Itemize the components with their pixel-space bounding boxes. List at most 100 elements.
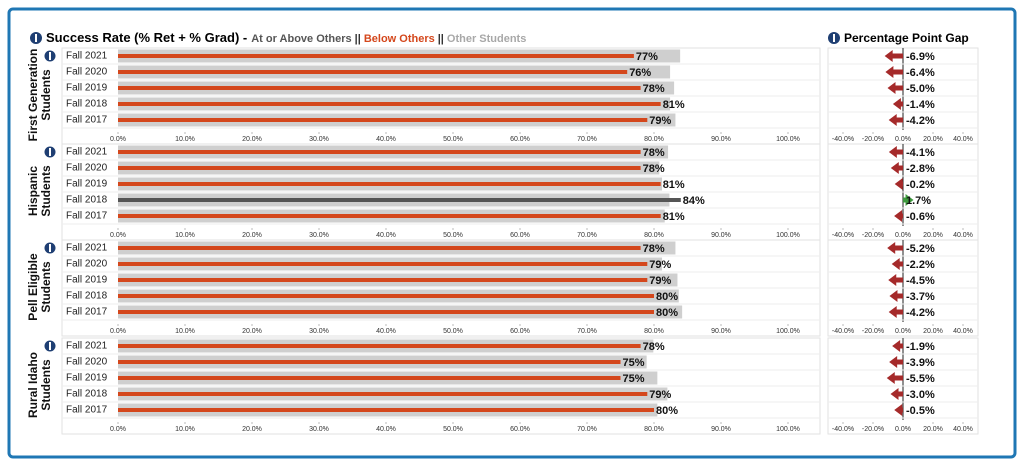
x-tick-label: 40.0% — [953, 426, 973, 433]
group-bar — [118, 408, 654, 412]
x-tick-label: -40.0% — [832, 426, 854, 433]
info-icon — [828, 32, 840, 44]
value-label: -1.9% — [906, 341, 935, 353]
info-icon — [44, 146, 56, 158]
x-tick-label: 20.0% — [242, 232, 262, 239]
value-label: -2.2% — [906, 259, 935, 271]
x-tick-label: 70.0% — [577, 136, 597, 143]
x-tick-label: 80.0% — [644, 426, 664, 433]
category-label: Fall 2020 — [66, 259, 108, 270]
info-icon-bar — [49, 52, 51, 60]
group-bar — [118, 182, 661, 186]
value-label: 78% — [643, 147, 665, 159]
group-bar — [118, 262, 648, 266]
x-tick-label: 0.0% — [895, 426, 911, 433]
value-label: 80% — [656, 307, 678, 319]
x-tick-label: 20.0% — [923, 328, 943, 335]
value-label: 76% — [629, 67, 651, 79]
value-label: 78% — [643, 83, 665, 95]
gap-arrow — [894, 178, 903, 190]
group-bar — [118, 118, 648, 122]
category-label: Fall 2019 — [66, 275, 108, 286]
value-label: 80% — [656, 405, 678, 417]
x-tick-label: -20.0% — [862, 232, 884, 239]
x-tick-label: 0.0% — [110, 426, 126, 433]
value-label: -0.2% — [906, 179, 935, 191]
x-tick-label: 100.0% — [776, 426, 800, 433]
legend-entry: Other Students — [447, 33, 526, 45]
value-label: 75% — [623, 373, 645, 385]
x-tick-label: 0.0% — [110, 136, 126, 143]
gap-arrow — [889, 290, 903, 302]
info-icon-bar — [49, 342, 51, 350]
value-label: 75% — [623, 357, 645, 369]
x-tick-label: 60.0% — [510, 136, 530, 143]
x-tick-label: 40.0% — [376, 426, 396, 433]
x-tick-label: 50.0% — [443, 328, 463, 335]
x-tick-label: 20.0% — [923, 426, 943, 433]
legend-entry: At or Above Others — [251, 33, 351, 45]
group-label: Rural Idaho Students — [26, 352, 53, 419]
group-bar — [118, 214, 661, 218]
gap-arrow — [888, 274, 903, 286]
x-tick-label: 70.0% — [577, 328, 597, 335]
group-label: Hispanic Students — [26, 165, 53, 217]
value-label: -3.7% — [906, 291, 935, 303]
gap-arrow — [892, 98, 903, 110]
x-tick-label: 40.0% — [376, 136, 396, 143]
group-label: First Generation Students — [26, 48, 53, 142]
x-tick-label: 100.0% — [776, 232, 800, 239]
x-tick-label: 60.0% — [510, 328, 530, 335]
info-icon — [30, 32, 42, 44]
x-tick-label: -20.0% — [862, 136, 884, 143]
gap-arrow — [888, 306, 903, 318]
x-tick-label: 10.0% — [175, 426, 195, 433]
value-label: 79% — [649, 115, 671, 127]
x-tick-label: 40.0% — [376, 328, 396, 335]
chart-header: Success Rate (% Ret + % Grad) - At or Abo… — [46, 30, 526, 45]
x-tick-label: 50.0% — [443, 232, 463, 239]
value-label: 84% — [683, 195, 705, 207]
group-bar — [118, 392, 648, 396]
separator: || — [355, 33, 361, 45]
value-label: 81% — [663, 99, 685, 111]
gap-arrow — [894, 210, 903, 222]
x-tick-label: 10.0% — [175, 136, 195, 143]
value-label: -4.2% — [906, 307, 935, 319]
gap-arrow — [892, 340, 903, 352]
info-icon — [44, 340, 56, 352]
group-bar — [118, 102, 661, 106]
x-tick-label: 70.0% — [577, 426, 597, 433]
x-tick-label: 10.0% — [175, 232, 195, 239]
x-tick-label: 70.0% — [577, 232, 597, 239]
group-label: Pell Eligible Students — [26, 253, 53, 321]
gap-arrow — [903, 194, 914, 206]
group-bar — [118, 166, 641, 170]
category-label: Fall 2019 — [66, 373, 108, 384]
x-tick-label: 80.0% — [644, 136, 664, 143]
x-tick-label: 90.0% — [711, 328, 731, 335]
x-tick-label: 100.0% — [776, 328, 800, 335]
gap-arrow — [885, 66, 903, 78]
value-label: 79% — [649, 389, 671, 401]
category-label: Fall 2017 — [66, 211, 108, 222]
value-label: -0.6% — [906, 211, 935, 223]
gap-arrow — [886, 372, 903, 384]
value-label: -2.8% — [906, 163, 935, 175]
x-tick-label: 0.0% — [895, 328, 911, 335]
category-label: Fall 2018 — [66, 99, 108, 110]
chart-title: Success Rate (% Ret + % Grad) - — [46, 30, 247, 45]
x-tick-label: -40.0% — [832, 136, 854, 143]
group-bar — [118, 54, 634, 58]
x-tick-label: 20.0% — [242, 426, 262, 433]
gap-arrow — [890, 162, 903, 174]
category-label: Fall 2019 — [66, 83, 108, 94]
separator: || — [438, 33, 444, 45]
x-tick-label: 40.0% — [953, 232, 973, 239]
value-label: -0.5% — [906, 405, 935, 417]
category-label: Fall 2018 — [66, 291, 108, 302]
value-label: -6.4% — [906, 67, 935, 79]
info-icon — [44, 242, 56, 254]
group-bar — [118, 360, 621, 364]
category-label: Fall 2021 — [66, 243, 108, 254]
